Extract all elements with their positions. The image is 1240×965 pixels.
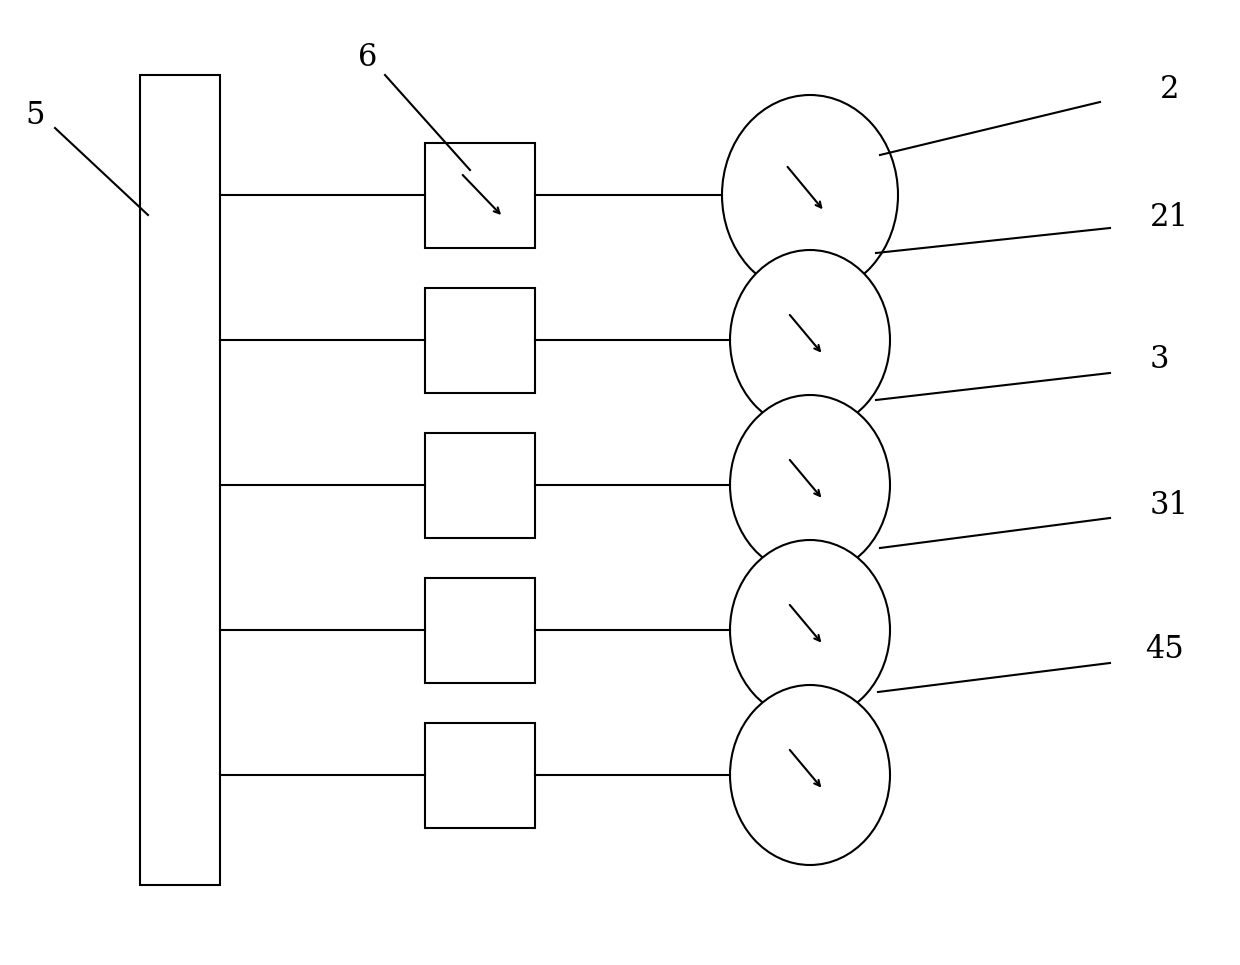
Bar	[140, 75, 219, 885]
Text: 3: 3	[1149, 345, 1169, 375]
Text: 6: 6	[358, 42, 378, 73]
Ellipse shape	[730, 250, 890, 430]
Ellipse shape	[730, 685, 890, 865]
Bar	[425, 288, 534, 393]
Bar	[425, 432, 534, 538]
Ellipse shape	[730, 540, 890, 720]
Text: 5: 5	[25, 99, 45, 130]
Bar	[425, 143, 534, 247]
Text: 31: 31	[1149, 489, 1189, 520]
Bar	[425, 723, 534, 828]
Bar	[425, 577, 534, 682]
Text: 45: 45	[1145, 635, 1184, 666]
Text: 21: 21	[1149, 203, 1189, 234]
Text: 2: 2	[1159, 74, 1179, 105]
Ellipse shape	[730, 395, 890, 575]
Ellipse shape	[722, 95, 898, 295]
